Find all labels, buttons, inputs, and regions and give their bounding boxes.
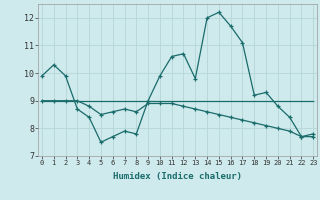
X-axis label: Humidex (Indice chaleur): Humidex (Indice chaleur) — [113, 172, 242, 181]
